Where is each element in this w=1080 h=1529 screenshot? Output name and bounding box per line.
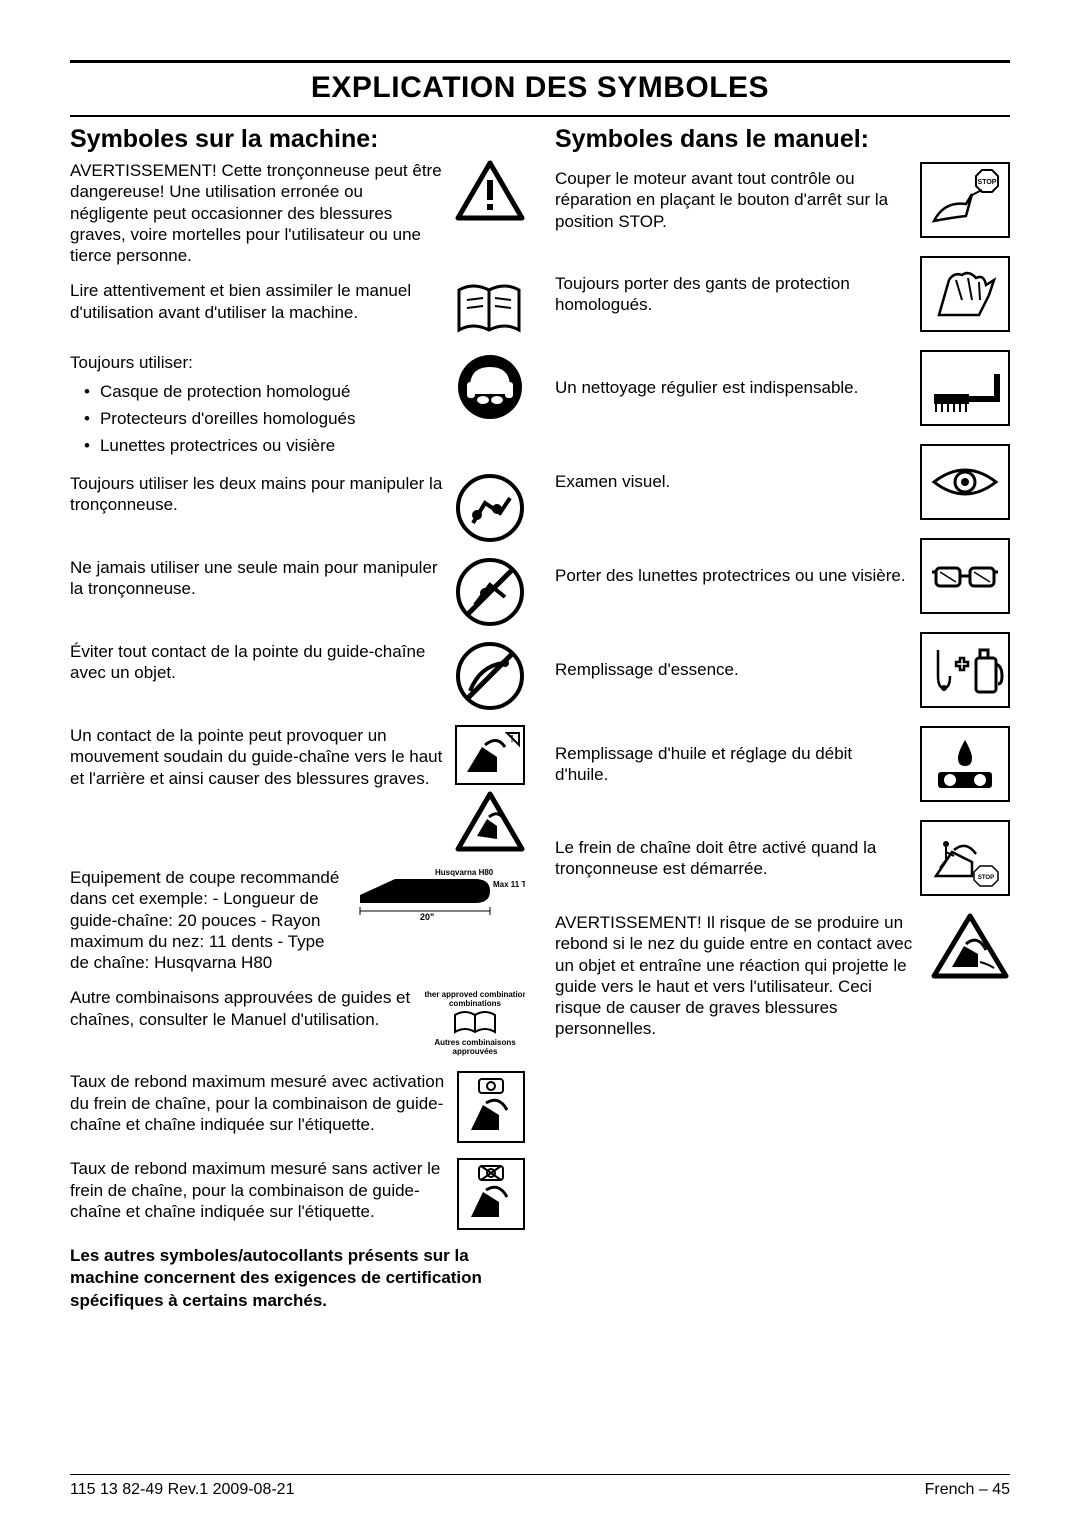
text-tip-contact: Éviter tout contact de la pointe du guid… xyxy=(70,641,445,684)
item-tip-contact: Éviter tout contact de la pointe du guid… xyxy=(70,641,525,711)
svg-text:approuvées: approuvées xyxy=(453,1047,498,1056)
warning-triangle-icon xyxy=(455,160,525,222)
item-warning: AVERTISSEMENT! Cette tronçonneuse peut ê… xyxy=(70,160,525,266)
brake-off-icon xyxy=(457,1158,525,1231)
svg-text:Max 11 T: Max 11 T xyxy=(493,880,525,889)
ppe-item-2: Lunettes protectrices ou visière xyxy=(84,432,445,459)
svg-text:STOP: STOP xyxy=(978,179,997,186)
left-note: Les autres symboles/autocollants présent… xyxy=(70,1245,525,1311)
text-fuel: Remplissage d'essence. xyxy=(555,659,910,680)
svg-text:STOP: STOP xyxy=(978,875,994,881)
item-rebound-on: Taux de rebond maximum mesuré avec activ… xyxy=(70,1071,525,1144)
bar-spec-icon: Husqvarna H80 Max 11 T 20" xyxy=(355,867,525,923)
svg-text:Autres combinaisons: Autres combinaisons xyxy=(434,1038,516,1047)
right-heading: Symboles dans le manuel: xyxy=(555,125,1010,154)
oil-icon xyxy=(920,726,1010,802)
text-kickback: Un contact de la pointe peut provoquer u… xyxy=(70,725,445,789)
eye-icon xyxy=(920,444,1010,520)
kickback-triangle-icon xyxy=(930,912,1010,982)
helmet-icon xyxy=(455,352,525,422)
item-goggles: Porter des lunettes protectrices ou une … xyxy=(555,536,1010,616)
svg-text:combinations: combinations xyxy=(449,999,502,1008)
text-goggles: Porter des lunettes protectrices ou une … xyxy=(555,565,910,586)
chain-brake-icon: STOP xyxy=(920,820,1010,896)
item-gloves: Toujours porter des gants de protection … xyxy=(555,254,1010,334)
footer-rev: 115 13 82-49 Rev.1 2009-08-21 xyxy=(70,1481,294,1499)
item-equipment: Equipement de coupe recommandé dans cet … xyxy=(70,867,525,973)
item-kickback: Un contact de la pointe peut provoquer u… xyxy=(70,725,525,853)
text-rebound-on: Taux de rebond maximum mesuré avec activ… xyxy=(70,1071,447,1135)
ppe-list: Casque de protection homologué Protecteu… xyxy=(70,378,445,460)
item-read-manual: Lire attentivement et bien assimiler le … xyxy=(70,280,525,338)
text-brake: Le frein de chaîne doit être activé quan… xyxy=(555,837,910,880)
item-combinations: Autre combinaisons approuvées de guides … xyxy=(70,987,525,1057)
text-visual: Examen visuel. xyxy=(555,471,910,492)
item-brake: Le frein de chaîne doit être activé quan… xyxy=(555,818,1010,898)
brush-icon xyxy=(920,350,1010,426)
svg-text:!: ! xyxy=(510,734,513,745)
text-stop: Couper le moteur avant tout contrôle ou … xyxy=(555,168,910,232)
item-one-hand: Ne jamais utiliser une seule main pour m… xyxy=(70,557,525,627)
item-kickback-warning: AVERTISSEMENT! Il risque de se produire … xyxy=(555,912,1010,1040)
no-tip-contact-icon xyxy=(455,641,525,711)
item-ppe: Toujours utiliser: Casque de protection … xyxy=(70,352,525,459)
footer: 115 13 82-49 Rev.1 2009-08-21 French – 4… xyxy=(70,1474,1010,1499)
footer-page: French – 45 xyxy=(925,1481,1010,1499)
svg-text:Other approved combinations: Other approved combinations xyxy=(425,990,525,999)
brake-on-icon xyxy=(457,1071,525,1144)
text-combinations: Autre combinaisons approuvées de guides … xyxy=(70,987,415,1030)
text-one-hand: Ne jamais utiliser une seule main pour m… xyxy=(70,557,445,600)
fuel-icon xyxy=(920,632,1010,708)
item-visual: Examen visuel. xyxy=(555,442,1010,522)
book-icon xyxy=(453,280,525,338)
page-title: EXPLICATION DES SYMBOLES xyxy=(70,60,1010,117)
text-rebound-off: Taux de rebond maximum mesuré sans activ… xyxy=(70,1158,447,1222)
item-rebound-off: Taux de rebond maximum mesuré sans activ… xyxy=(70,1158,525,1231)
item-stop: Couper le moteur avant tout contrôle ou … xyxy=(555,160,1010,240)
item-two-hands: Toujours utiliser les deux mains pour ma… xyxy=(70,473,525,543)
left-column: Symboles sur la machine: AVERTISSEMENT! … xyxy=(70,125,525,1312)
combinations-icon: Other approved combinations combinations… xyxy=(425,987,525,1057)
text-equipment: Equipement de coupe recommandé dans cet … xyxy=(70,867,345,973)
text-oil: Remplissage d'huile et réglage du débit … xyxy=(555,743,910,786)
svg-text:20": 20" xyxy=(420,912,434,922)
item-fuel: Remplissage d'essence. xyxy=(555,630,1010,710)
two-hands-icon xyxy=(455,473,525,543)
ppe-item-0: Casque de protection homologué xyxy=(84,378,445,405)
text-always: Toujours utiliser: xyxy=(70,353,193,372)
right-column: Symboles dans le manuel: Couper le moteu… xyxy=(555,125,1010,1312)
ppe-item-1: Protecteurs d'oreilles homologués xyxy=(84,405,445,432)
text-clean: Un nettoyage régulier est indispensable. xyxy=(555,377,910,398)
gloves-icon xyxy=(920,256,1010,332)
text-two-hands: Toujours utiliser les deux mains pour ma… xyxy=(70,473,445,516)
columns: Symboles sur la machine: AVERTISSEMENT! … xyxy=(70,125,1010,1312)
text-gloves: Toujours porter des gants de protection … xyxy=(555,273,910,316)
text-kickback-warning: AVERTISSEMENT! Il risque de se produire … xyxy=(555,912,920,1040)
no-one-hand-icon xyxy=(455,557,525,627)
text-warning: AVERTISSEMENT! Cette tronçonneuse peut ê… xyxy=(70,160,445,266)
item-clean: Un nettoyage régulier est indispensable. xyxy=(555,348,1010,428)
kickback-icon: ! xyxy=(455,725,525,853)
goggles-icon xyxy=(920,538,1010,614)
left-heading: Symboles sur la machine: xyxy=(70,125,525,154)
svg-text:Husqvarna H80: Husqvarna H80 xyxy=(435,868,494,877)
text-ppe: Toujours utiliser: Casque de protection … xyxy=(70,352,445,459)
text-read-manual: Lire attentivement et bien assimiler le … xyxy=(70,280,443,323)
item-oil: Remplissage d'huile et réglage du débit … xyxy=(555,724,1010,804)
stop-icon: STOP xyxy=(920,162,1010,238)
